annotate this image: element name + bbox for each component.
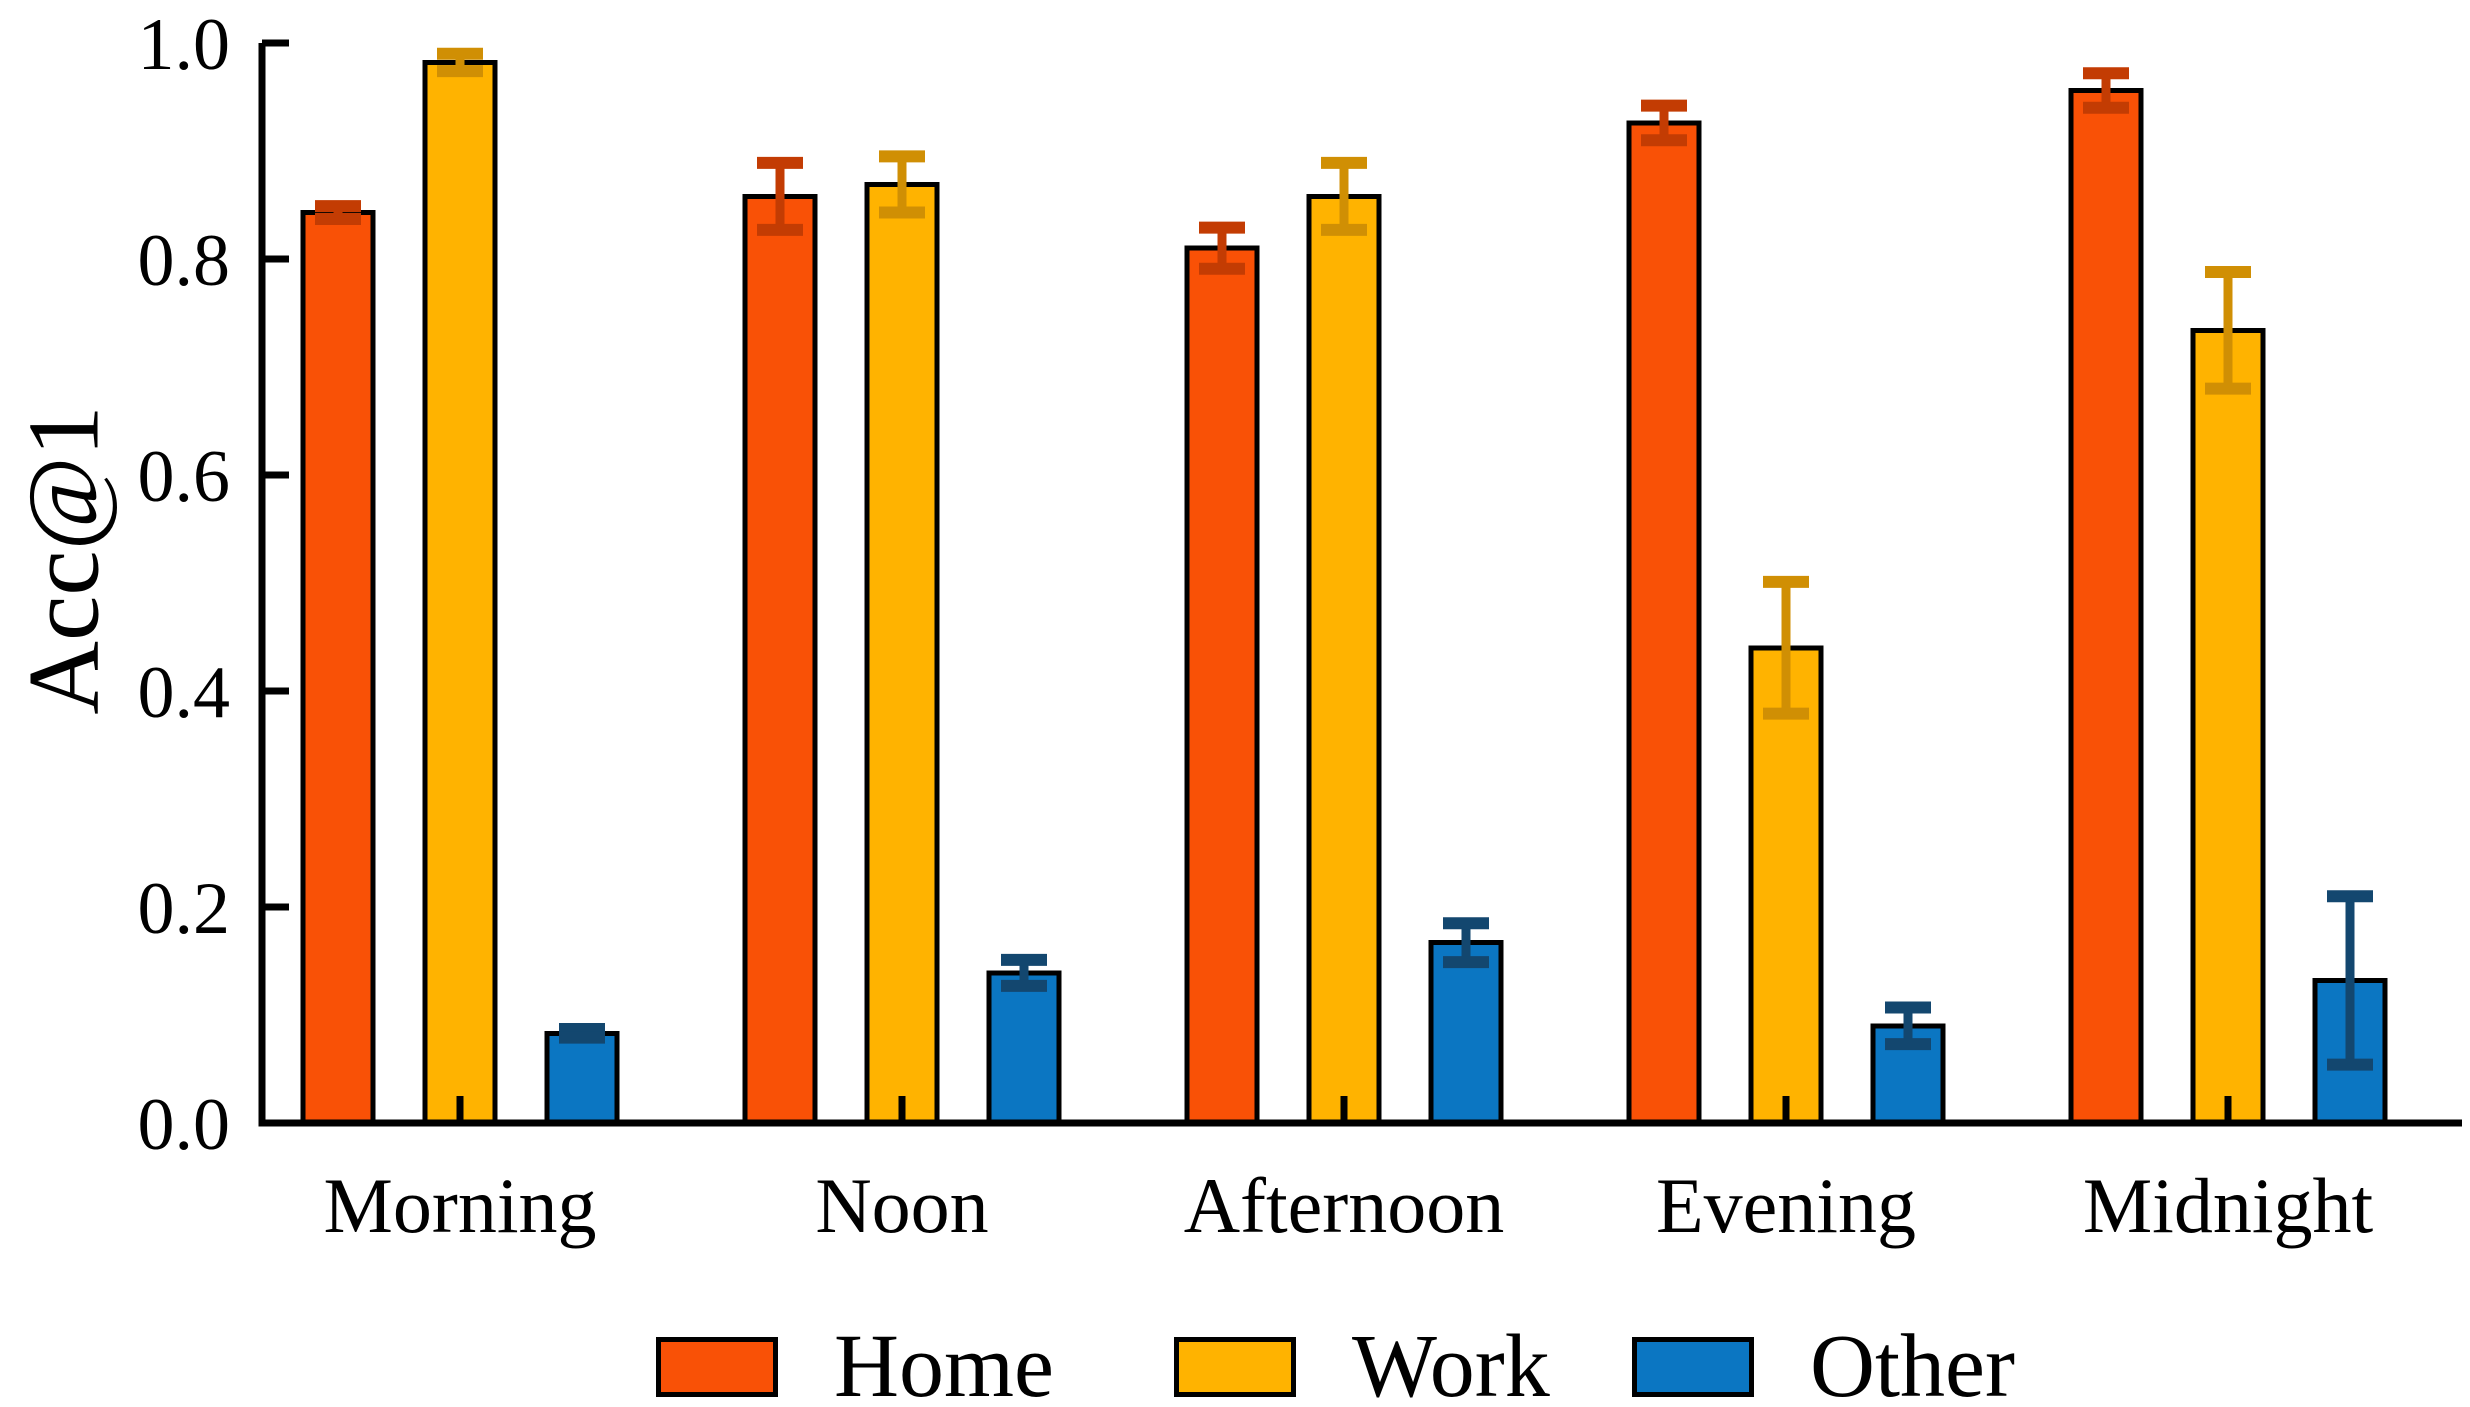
bar-home-midnight [2068, 88, 2144, 1126]
x-axis-label-afternoon: Afternoon [1184, 1162, 1505, 1249]
bar-home-morning [300, 210, 376, 1126]
bar-other-noon [986, 970, 1062, 1126]
y-axis-title: Acc@1 [7, 405, 121, 715]
x-axis-label-noon: Noon [815, 1162, 988, 1249]
bar-home-evening [1626, 120, 1702, 1126]
x-axis-label-evening: Evening [1656, 1162, 1916, 1249]
bar-other-morning [544, 1030, 620, 1126]
x-axis-label-midnight: Midnight [2083, 1162, 2374, 1249]
y-tick-label-0.2: 0.2 [138, 868, 231, 950]
bar-work-morning [422, 59, 498, 1126]
x-axis-label-morning: Morning [324, 1162, 597, 1249]
y-tick-label-0.0: 0.0 [138, 1084, 231, 1166]
y-tick-label-0.4: 0.4 [138, 652, 231, 734]
y-tick-label-0.8: 0.8 [138, 220, 231, 302]
bar-other-afternoon [1428, 940, 1504, 1126]
y-tick-label-1.0: 1.0 [138, 4, 231, 86]
bar-work-midnight [2190, 327, 2266, 1126]
bar-work-noon [864, 181, 940, 1126]
bar-home-noon [742, 193, 818, 1126]
bar-work-afternoon [1306, 193, 1382, 1126]
y-tick-label-0.6: 0.6 [138, 436, 231, 518]
bar-home-afternoon [1184, 245, 1260, 1126]
